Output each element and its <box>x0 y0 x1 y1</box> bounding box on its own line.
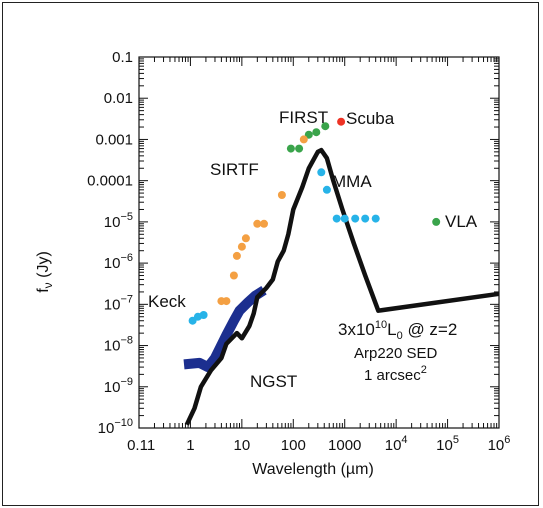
sirtf-point <box>229 271 238 280</box>
y-axis-title: fν (Jy) <box>35 251 55 293</box>
first-point <box>312 128 321 137</box>
ngst-label: NGST <box>250 372 297 391</box>
x-tick-label: 100 <box>281 437 306 454</box>
sirtf-point <box>253 219 262 228</box>
sirtf-point <box>237 242 246 251</box>
curves <box>183 147 500 426</box>
x-tick-label: 10 <box>234 437 251 454</box>
x-tick-label: 1000 <box>328 437 361 454</box>
sirtf-point <box>277 191 286 199</box>
first-label: FIRST <box>279 108 328 127</box>
mma-point <box>322 185 331 194</box>
plot-area-border <box>138 56 500 429</box>
sirtf-point <box>260 219 268 228</box>
y-tick-label: 0.1 <box>112 49 133 66</box>
mma-point <box>361 214 370 223</box>
mma-label: MMA <box>332 172 372 191</box>
ngst-curve <box>183 285 267 373</box>
y-tick-label: 0.001 <box>95 131 133 148</box>
x-tick-label: 106 <box>488 434 511 454</box>
y-tick-label: 10−9 <box>104 376 133 396</box>
scuba-orange-point <box>299 135 308 144</box>
y-tick-label: 0.01 <box>104 90 133 107</box>
keck-point <box>199 311 208 319</box>
x-tick-label: 1 <box>186 437 194 454</box>
vla-label: VLA <box>445 212 478 231</box>
sed-annotation-line1: 3x1010L0 @ z=2 <box>338 319 457 342</box>
scuba-point <box>337 117 346 126</box>
vla-point <box>432 217 441 226</box>
x-tick-label: 0.11 <box>127 437 155 454</box>
mma-point <box>340 214 349 223</box>
first-point <box>304 130 313 139</box>
y-tick-label: 10−7 <box>104 293 133 313</box>
plot-axes <box>138 56 500 429</box>
first-point <box>295 144 304 153</box>
scuba-label: Scuba <box>346 109 395 128</box>
mma-point <box>317 168 326 177</box>
sirtf-point <box>241 234 250 243</box>
first-point <box>286 144 295 153</box>
sed-annotation-line3: 1 arcsec2 <box>364 364 427 384</box>
data-points <box>188 117 441 325</box>
y-tick-label: 0.0001 <box>87 173 133 190</box>
sirtf-label: SIRTF <box>210 160 259 179</box>
first-point <box>321 122 330 131</box>
x-tick-label: 105 <box>436 434 459 454</box>
keck-label: Keck <box>148 292 186 311</box>
mma-point <box>332 214 341 223</box>
x-tick-label: 104 <box>385 434 408 454</box>
x-axis-title: Wavelength (µm) <box>252 461 374 478</box>
sirtf-point <box>232 251 241 260</box>
sirtf-point <box>222 297 231 306</box>
mma-point <box>351 214 360 223</box>
arp220-sed-curve <box>184 147 500 426</box>
sed-annotation-line2: Arp220 SED <box>354 345 438 362</box>
y-tick-label: 10−8 <box>104 335 133 355</box>
mma-point <box>371 214 380 223</box>
y-tick-label: 10−5 <box>104 211 133 231</box>
y-tick-label: 10−6 <box>104 252 133 272</box>
tick-labels: 0.11 1 10 100 1000 104 105 106 0.1 0.01 0.001 0.000… <box>87 49 510 454</box>
y-tick-label: 10−10 <box>98 417 133 437</box>
